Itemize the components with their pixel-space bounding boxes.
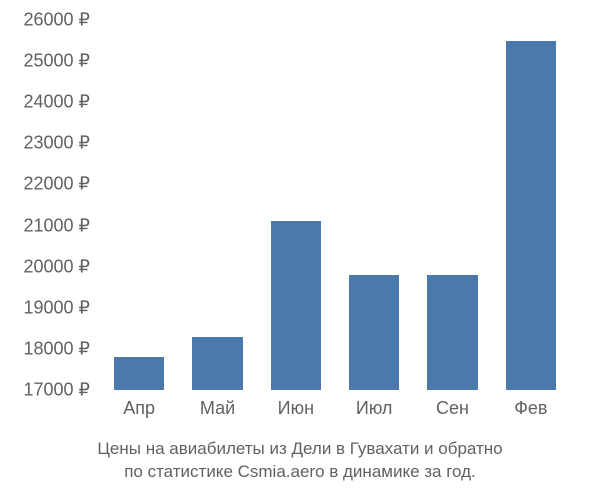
x-tick-label: Сен (436, 398, 469, 419)
y-tick-label: 18000 ₽ (0, 338, 90, 359)
bar (427, 275, 477, 390)
caption-line-2: по статистике Csmia.aero в динамике за г… (124, 462, 476, 481)
plot-area (100, 20, 570, 390)
x-tick-label: Июл (356, 398, 393, 419)
bar (114, 357, 164, 390)
x-tick-label: Июн (278, 398, 314, 419)
y-tick-label: 24000 ₽ (0, 92, 90, 113)
bar (349, 275, 399, 390)
bar (271, 221, 321, 390)
y-tick-label: 26000 ₽ (0, 10, 90, 31)
y-tick-label: 23000 ₽ (0, 133, 90, 154)
y-tick-label: 21000 ₽ (0, 215, 90, 236)
y-tick-label: 25000 ₽ (0, 51, 90, 72)
x-tick-label: Май (200, 398, 235, 419)
bar (506, 41, 556, 390)
y-tick-label: 20000 ₽ (0, 256, 90, 277)
caption-line-1: Цены на авиабилеты из Дели в Гувахати и … (97, 439, 502, 458)
x-tick-label: Апр (123, 398, 155, 419)
bar (192, 337, 242, 390)
x-tick-label: Фев (514, 398, 547, 419)
chart-caption: Цены на авиабилеты из Дели в Гувахати и … (0, 438, 600, 484)
price-chart: Цены на авиабилеты из Дели в Гувахати и … (0, 0, 600, 500)
y-tick-label: 19000 ₽ (0, 297, 90, 318)
y-tick-label: 17000 ₽ (0, 380, 90, 401)
y-tick-label: 22000 ₽ (0, 174, 90, 195)
